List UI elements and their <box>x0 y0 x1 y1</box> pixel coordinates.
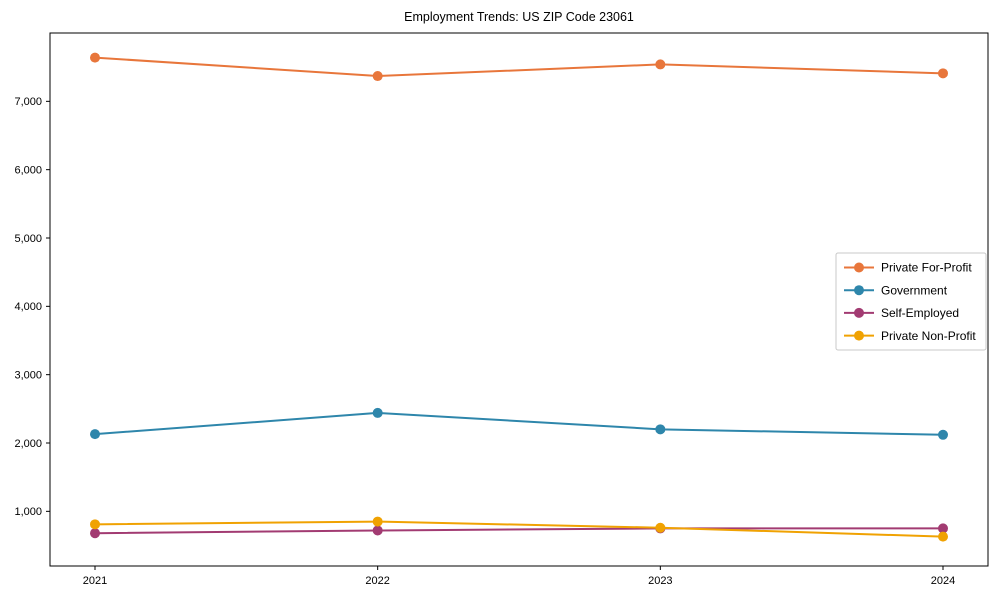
series-line-private-for-profit <box>94 56 944 78</box>
data-point-government <box>938 429 948 440</box>
data-point-private-non-profit <box>90 519 100 530</box>
legend-marker-government <box>854 285 864 296</box>
legend-marker-self-employed <box>854 307 864 318</box>
chart-title: Employment Trends: US ZIP Code 23061 <box>404 10 634 24</box>
legend-label-private-non-profit: Private Non-Profit <box>881 329 976 343</box>
x-axis-tick-label: 2021 <box>83 575 107 587</box>
data-point-government <box>90 429 100 440</box>
series-line-self-employed <box>94 527 944 535</box>
x-axis-tick-label: 2022 <box>365 575 389 587</box>
data-point-government <box>372 407 383 418</box>
y-axis-tick-label: 1,000 <box>14 506 42 518</box>
data-point-self-employed <box>938 523 948 534</box>
x-axis-tick-label: 2024 <box>931 575 955 587</box>
y-axis-tick-label: 6,000 <box>14 165 42 177</box>
data-point-private-non-profit <box>655 522 666 533</box>
x-axis-tick-label: 2023 <box>648 575 672 587</box>
data-point-private-for-profit <box>372 71 383 82</box>
series-line-private-non-profit <box>94 520 944 538</box>
y-axis-tick-label: 2,000 <box>14 438 42 450</box>
data-point-private-non-profit <box>938 531 948 542</box>
legend <box>835 252 987 351</box>
plot-area <box>49 32 989 567</box>
legend-label-private-for-profit: Private For-Profit <box>881 261 972 275</box>
legend-label-self-employed: Self-Employed <box>881 306 959 320</box>
legend-marker-private-for-profit <box>854 262 864 273</box>
y-axis-tick-label: 7,000 <box>14 96 42 108</box>
y-axis-tick-label: 3,000 <box>14 370 42 382</box>
data-point-private-for-profit <box>655 59 666 70</box>
data-point-self-employed <box>90 528 100 539</box>
data-point-private-non-profit <box>372 516 383 527</box>
data-point-private-for-profit <box>938 68 948 79</box>
y-axis-tick-label: 5,000 <box>14 233 42 245</box>
legend-marker-private-non-profit <box>854 330 864 341</box>
legend-label-government: Government <box>881 283 948 297</box>
y-axis-tick-label: 4,000 <box>14 301 42 313</box>
data-point-government <box>655 424 666 435</box>
series-line-government <box>94 411 944 436</box>
data-point-private-for-profit <box>90 52 100 63</box>
data-point-self-employed <box>372 525 383 536</box>
